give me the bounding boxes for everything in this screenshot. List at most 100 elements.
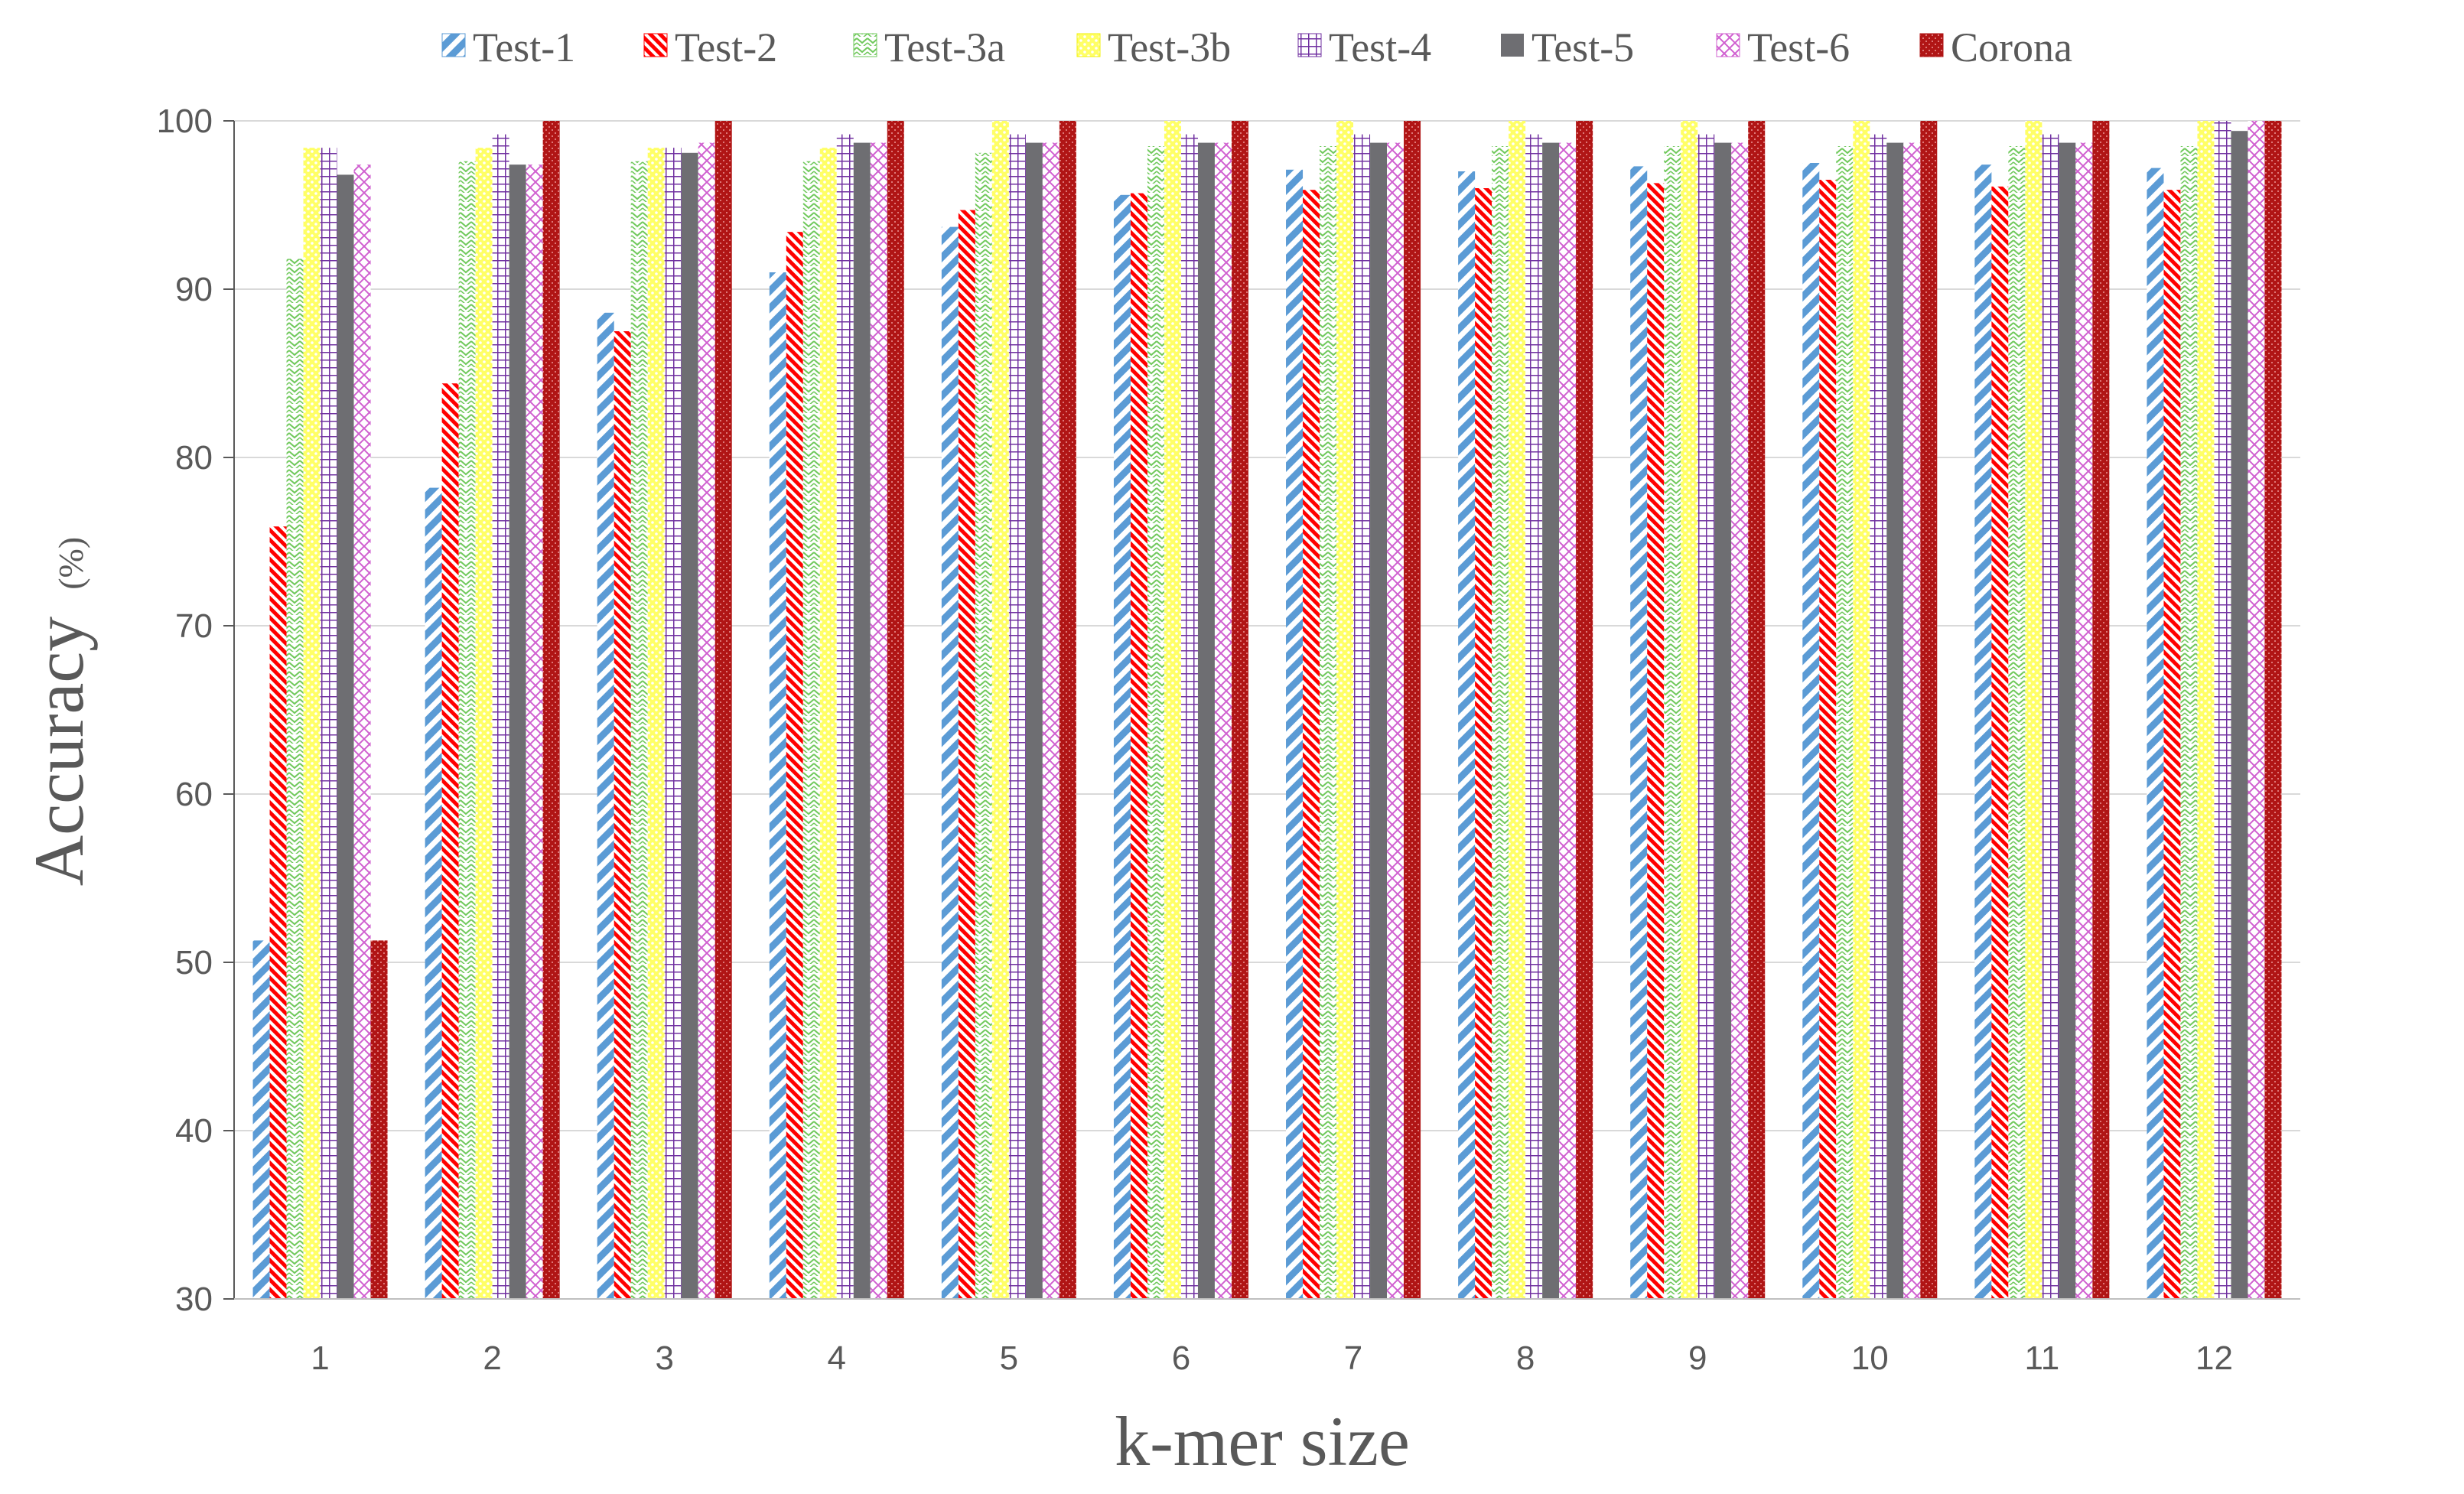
bar-test-4-k6 <box>1180 134 1198 1300</box>
bar-test-3a-k5 <box>975 152 992 1299</box>
x-tick-label: 4 <box>828 1339 846 1377</box>
bar-test-2-k8 <box>1475 188 1492 1299</box>
bar-corona-k4 <box>887 121 904 1299</box>
x-tick-label: 2 <box>483 1339 501 1377</box>
bar-test-4-k4 <box>836 134 854 1300</box>
bar-test-3b-k12 <box>2197 121 2215 1299</box>
legend-label-test-4: Test-4 <box>1329 24 1431 70</box>
bar-test-3b-k3 <box>647 148 665 1300</box>
bar-test-1-k7 <box>1286 169 1304 1299</box>
legend-swatch-test-5 <box>1501 34 1524 57</box>
axes <box>233 121 2300 1300</box>
bar-test-4-k7 <box>1353 134 1371 1300</box>
bar-test-5-k5 <box>1025 142 1043 1300</box>
legend-swatch-test-4 <box>1297 33 1322 57</box>
bar-test-6-k12 <box>2248 121 2265 1299</box>
x-tick-label: 10 <box>1851 1339 1889 1377</box>
bar-test-3a-k1 <box>286 259 304 1299</box>
bar-test-3a-k12 <box>2180 146 2198 1299</box>
bar-test-3b-k9 <box>1681 121 1698 1299</box>
bar-test-1-k11 <box>1974 164 1992 1300</box>
bar-test-1-k1 <box>252 940 270 1299</box>
legend-label-test-5: Test-5 <box>1531 24 1634 70</box>
x-tick-label: 3 <box>655 1339 673 1377</box>
bar-test-1-k5 <box>941 226 959 1300</box>
bar-test-6-k2 <box>526 164 543 1300</box>
legend: Test-1 Test-2 Test-3a Test-3b Test-4 Test-5 Te… <box>441 24 2072 70</box>
legend-swatch-test-6 <box>1716 33 1740 57</box>
bar-corona-k3 <box>714 121 732 1299</box>
bar-test-1-k3 <box>597 312 614 1299</box>
y-axis-title-unit: (%) <box>51 537 90 590</box>
x-tick-label: 1 <box>311 1339 329 1377</box>
bar-test-5-k9 <box>1714 142 1732 1300</box>
bar-test-6-k8 <box>1559 142 1577 1300</box>
bar-test-6-k7 <box>1387 142 1405 1300</box>
bar-corona-k10 <box>1920 121 1938 1299</box>
bar-corona-k2 <box>542 121 560 1299</box>
legend-swatch-test-3a <box>853 33 877 57</box>
bar-test-4-k1 <box>320 148 337 1300</box>
legend-label-corona: Corona <box>1951 24 2072 70</box>
bar-corona-k6 <box>1231 121 1248 1299</box>
bar-test-1-k2 <box>425 487 442 1299</box>
bar-test-1-k10 <box>1802 163 1820 1299</box>
bar-test-5-k3 <box>681 152 698 1299</box>
bar-test-3b-k4 <box>819 148 837 1300</box>
bar-test-5-k10 <box>1886 142 1904 1300</box>
x-axis-title: k-mer size <box>1115 1402 1410 1480</box>
bar-test-5-k8 <box>1542 142 1560 1300</box>
bar-test-3b-k10 <box>1853 121 1870 1299</box>
legend-label-test-3b: Test-3b <box>1108 24 1231 70</box>
bar-test-1-k9 <box>1630 166 1648 1299</box>
bar-test-6-k11 <box>2075 142 2093 1300</box>
bar-test-1-k12 <box>2147 168 2164 1300</box>
y-tick-label: 40 <box>175 1112 213 1150</box>
legend-label-test-6: Test-6 <box>1747 24 1850 70</box>
bar-test-3a-k4 <box>802 161 820 1299</box>
bar-test-3a-k6 <box>1147 146 1164 1299</box>
bar-test-2-k3 <box>614 331 631 1299</box>
bar-test-5-k12 <box>2231 131 2248 1300</box>
bar-test-6-k1 <box>353 164 371 1300</box>
bar-test-6-k10 <box>1903 142 1921 1300</box>
bar-corona-k12 <box>2264 121 2282 1299</box>
bar-test-3b-k5 <box>991 121 1009 1299</box>
y-tick-label: 100 <box>157 103 213 140</box>
x-tick-label: 5 <box>1000 1339 1018 1377</box>
legend-label-test-3a: Test-3a <box>884 24 1005 70</box>
x-tick-label: 11 <box>2025 1339 2060 1377</box>
bar-test-4-k11 <box>2042 134 2059 1300</box>
bar-test-2-k4 <box>786 232 803 1300</box>
bar-corona-k1 <box>370 940 388 1299</box>
bar-test-3a-k10 <box>1836 146 1854 1299</box>
bar-corona-k9 <box>1748 121 1766 1299</box>
legend-label-test-2: Test-2 <box>675 24 777 70</box>
legend-label-test-1: Test-1 <box>473 24 575 70</box>
bar-test-6-k5 <box>1042 142 1059 1300</box>
bar-test-4-k9 <box>1697 134 1715 1300</box>
y-tick-label: 80 <box>175 439 213 477</box>
bar-test-2-k5 <box>958 210 975 1300</box>
bar-test-6-k4 <box>870 142 887 1300</box>
y-axis-title-text: Accuracy <box>20 617 98 886</box>
y-tick-label: 50 <box>175 944 213 981</box>
bar-test-1-k6 <box>1113 194 1131 1299</box>
x-tick-label: 7 <box>1344 1339 1362 1377</box>
bar-test-5-k6 <box>1197 142 1215 1300</box>
bar-test-4-k8 <box>1525 134 1543 1300</box>
bar-test-3b-k6 <box>1164 121 1181 1299</box>
bar-test-3a-k8 <box>1492 146 1509 1299</box>
gridlines <box>223 120 2300 1300</box>
bar-test-6-k6 <box>1214 142 1232 1300</box>
bar-corona-k8 <box>1576 121 1593 1299</box>
bar-test-3a-k11 <box>2008 146 2026 1299</box>
bar-corona-k11 <box>2092 121 2110 1299</box>
y-tick-label: 60 <box>175 776 213 813</box>
bar-test-3a-k2 <box>458 161 476 1299</box>
bar-test-6-k3 <box>698 142 715 1300</box>
legend-swatch-corona <box>1919 33 1944 57</box>
legend-swatch-test-2 <box>643 33 668 57</box>
y-tick-label: 90 <box>175 271 213 308</box>
